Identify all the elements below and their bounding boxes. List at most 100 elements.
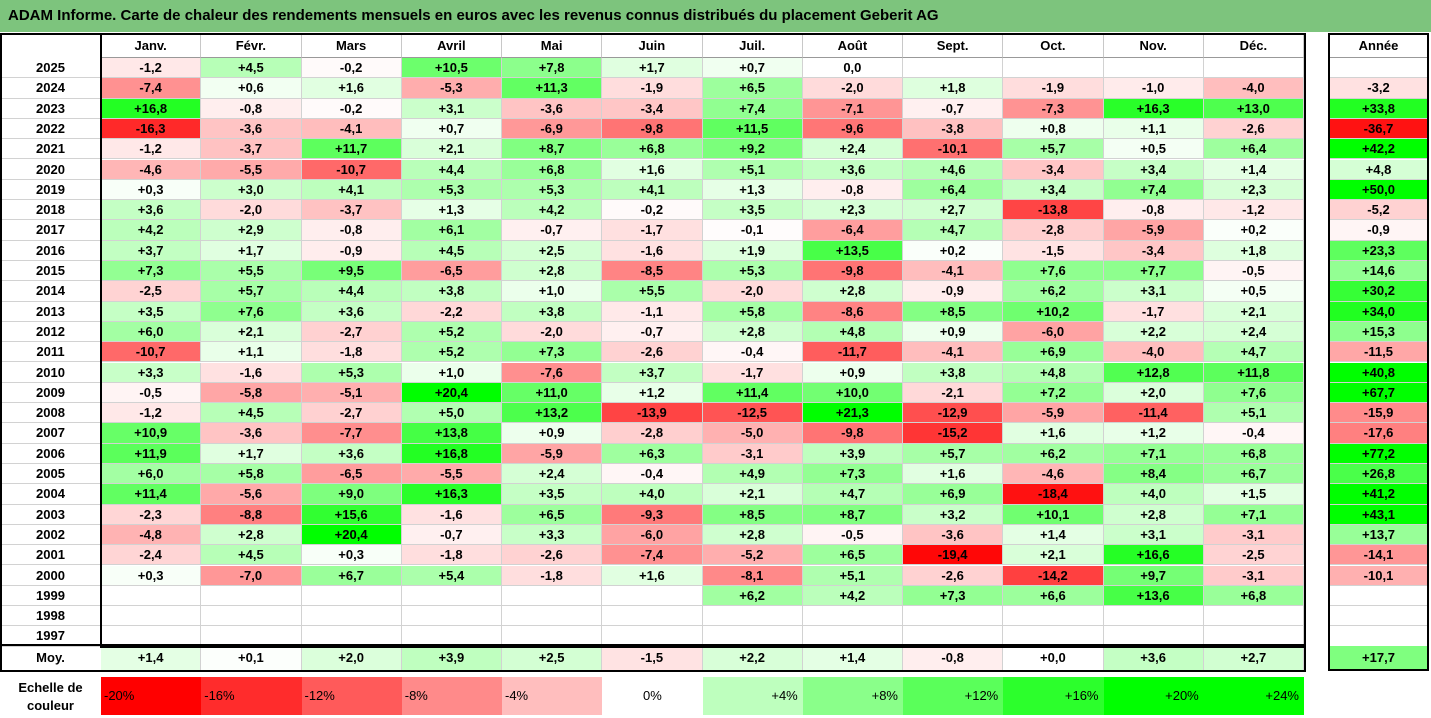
annual-cell: +50,0: [1329, 179, 1428, 201]
heatmap-cell: -3,4: [1003, 159, 1104, 180]
annual-cell: +23,3: [1329, 240, 1428, 261]
heatmap-cell: +6,2: [1003, 443, 1104, 464]
heatmap-cell: -5,3: [401, 78, 502, 99]
heatmap-cell: +7,3: [802, 464, 903, 485]
heatmap-cell: -1,2: [101, 139, 202, 160]
heatmap-cell: +2,1: [401, 139, 502, 160]
year-label: 2000: [0, 566, 101, 586]
heatmap-cell: +3,8: [401, 281, 502, 302]
heatmap-cell: +6,5: [502, 504, 603, 525]
heatmap-cell: -0,2: [301, 98, 402, 119]
heatmap-cell: +0,5: [1203, 281, 1304, 302]
annual-cell: +67,7: [1329, 382, 1428, 404]
heatmap-cell: +5,1: [802, 565, 903, 586]
annual-cell: -5,2: [1329, 200, 1428, 221]
annual-cell: +41,2: [1329, 484, 1428, 505]
heatmap-cell: -2,5: [1203, 545, 1304, 566]
heatmap-cell: -9,8: [802, 261, 903, 282]
legend-swatch: +24%: [1203, 677, 1304, 715]
heatmap-cell: +11,8: [1203, 362, 1304, 383]
heatmap-cell: +3,3: [101, 362, 202, 383]
year-label: 2016: [0, 241, 101, 261]
heatmap-cell: -1,6: [401, 504, 502, 525]
heatmap-cell: +5,8: [702, 301, 803, 322]
heatmap-cell: +1,6: [1003, 423, 1104, 444]
heatmap-cell: -0,5: [1203, 261, 1304, 282]
heatmap-cell: +0,7: [401, 118, 502, 140]
heatmap-cell: -8,8: [201, 504, 302, 525]
heatmap-cell: +6,1: [401, 220, 502, 241]
heatmap-cell: +2,8: [1103, 504, 1204, 525]
heatmap-cell: [602, 606, 703, 627]
heatmap-cell: +0,2: [1203, 220, 1304, 241]
heatmap-cell: -7,1: [802, 98, 903, 119]
legend-swatch: -12%: [301, 677, 402, 715]
heatmap-cell: [802, 606, 903, 627]
heatmap-cell: +6,0: [101, 321, 202, 343]
annual-cell: -36,7: [1329, 118, 1428, 140]
heatmap-cell: +7,6: [1203, 382, 1304, 404]
month-header: Mars: [301, 34, 402, 58]
heatmap-cell: +0,3: [101, 179, 202, 201]
heatmap-cell: +11,4: [101, 484, 202, 505]
annual-cell: -14,1: [1329, 545, 1428, 566]
month-header: Nov.: [1103, 34, 1204, 58]
heatmap-cell: -11,7: [802, 342, 903, 363]
heatmap-cell: -2,6: [1203, 118, 1304, 140]
heatmap-cell: +3,3: [502, 524, 603, 546]
heatmap-cell: -0,4: [702, 342, 803, 363]
heatmap-cell: +3,5: [101, 301, 202, 322]
heatmap-cell: +4,1: [301, 179, 402, 201]
heatmap-cell: -1,8: [401, 545, 502, 566]
heatmap-cell: +0,3: [101, 565, 202, 586]
heatmap-cell: -5,2: [702, 545, 803, 566]
heatmap-cell: +5,5: [201, 261, 302, 282]
heatmap-cell: -0,7: [903, 98, 1004, 119]
heatmap-cell: +10,1: [1003, 504, 1104, 525]
heatmap-cell: 0,0: [802, 58, 903, 79]
annual-cell: +14,6: [1329, 261, 1428, 282]
annual-cell: -3,2: [1329, 78, 1428, 99]
heatmap-cell: +5,3: [301, 362, 402, 383]
legend-swatch: +8%: [802, 677, 903, 715]
month-header: Juin: [602, 34, 703, 58]
annual-cell: +26,8: [1329, 464, 1428, 485]
heatmap-cell: -10,1: [903, 139, 1004, 160]
heatmap-cell: +2,1: [702, 484, 803, 505]
heatmap-cell: +6,5: [802, 545, 903, 566]
heatmap-cell: +1,0: [401, 362, 502, 383]
heatmap-cell: +5,3: [702, 261, 803, 282]
heatmap-cell: -13,9: [602, 403, 703, 424]
heatmap-cell: [702, 626, 803, 647]
year-label: 2004: [0, 484, 101, 505]
month-header: Août: [802, 34, 903, 58]
heatmap-cell: [1203, 606, 1304, 627]
heatmap-cell: +10,0: [802, 382, 903, 404]
heatmap-cell: +1,3: [401, 200, 502, 221]
annual-cell: +43,1: [1329, 504, 1428, 525]
heatmap-cell: [502, 585, 603, 607]
heatmap-cell: +11,7: [301, 139, 402, 160]
heatmap-cell: -0,2: [602, 200, 703, 221]
annual-cell: +30,2: [1329, 281, 1428, 302]
heatmap-cell: -0,9: [301, 240, 402, 261]
heatmap-cell: -5,6: [201, 484, 302, 505]
heatmap-cell: -0,2: [301, 58, 402, 79]
annual-cell: +40,8: [1329, 362, 1428, 383]
year-label: 2020: [0, 160, 101, 180]
heatmap-cell: -5,0: [702, 423, 803, 444]
year-label: 2013: [0, 302, 101, 322]
heatmap-cell: +5,3: [502, 179, 603, 201]
legend-label-line1: Echelle de: [18, 680, 83, 695]
heatmap-cell: -11,4: [1103, 403, 1204, 424]
annual-cell: +13,7: [1329, 524, 1428, 546]
heatmap-cell: -0,7: [502, 220, 603, 241]
heatmap-cell: -10,7: [101, 342, 202, 363]
heatmap-cell: +11,9: [101, 443, 202, 464]
chart-title: ADAM Informe. Carte de chaleur des rende…: [0, 0, 1431, 32]
heatmap-cell: +6,5: [702, 78, 803, 99]
heatmap-cell: +6,8: [502, 159, 603, 180]
year-label: 2009: [0, 383, 101, 404]
heatmap-cell: +3,5: [502, 484, 603, 505]
heatmap-cell: -7,4: [602, 545, 703, 566]
